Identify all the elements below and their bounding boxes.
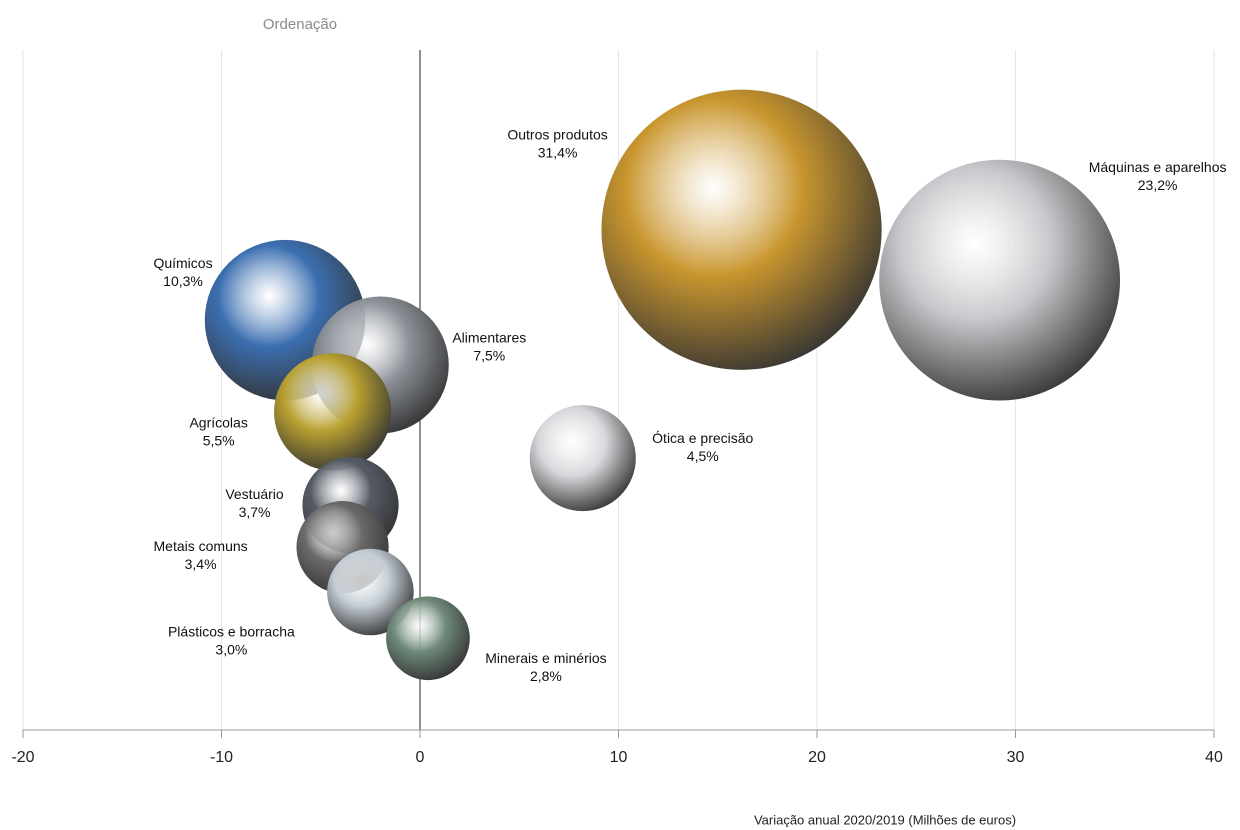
bubble — [327, 548, 414, 636]
x-tick-label: 40 — [1205, 749, 1223, 766]
bubble-value-label: 4,5% — [687, 448, 719, 464]
bubble-value-label: 3,4% — [185, 556, 217, 572]
bubble-name: Químicos — [153, 255, 212, 271]
x-tick-label: -10 — [210, 749, 233, 766]
bubble — [274, 353, 392, 471]
x-tick-label: 10 — [610, 749, 628, 766]
bubble-value-label: 5,5% — [203, 433, 235, 449]
bubble-name: Alimentares — [452, 330, 526, 346]
bubble-name: Minerais e minérios — [485, 650, 606, 666]
bubble-name: Máquinas e aparelhos — [1089, 159, 1227, 175]
bubble — [386, 596, 470, 681]
x-tick-label: -20 — [11, 749, 34, 766]
bubble-name: Agrícolas — [189, 415, 247, 431]
x-tick-label: 0 — [416, 749, 425, 766]
x-tick-label: 20 — [808, 749, 826, 766]
bubble-value-label: 3,7% — [239, 504, 271, 520]
bubble-value-label: 10,3% — [163, 273, 203, 289]
x-axis-label: Variação anual 2020/2019 (Milhões de eur… — [754, 812, 1016, 827]
bubble-value-label: 23,2% — [1138, 177, 1178, 193]
bubble-name: Plásticos e borracha — [168, 624, 295, 640]
y-axis-label: Ordenação — [263, 16, 337, 33]
bubble-value-label: 3,0% — [215, 642, 247, 658]
bubble-name: Ótica e precisão — [652, 430, 753, 446]
bubble-value-label: 7,5% — [473, 348, 505, 364]
bubble — [529, 405, 636, 512]
x-tick-label: 30 — [1007, 749, 1025, 766]
bubble-value-label: 2,8% — [530, 668, 562, 684]
bubble-value-label: 31,4% — [538, 144, 578, 160]
bubble — [879, 159, 1121, 401]
bubble-name: Vestuário — [225, 486, 284, 502]
bubble-name: Outros produtos — [507, 126, 607, 142]
bubble — [601, 89, 882, 370]
bubble-name: Metais comuns — [154, 538, 248, 554]
